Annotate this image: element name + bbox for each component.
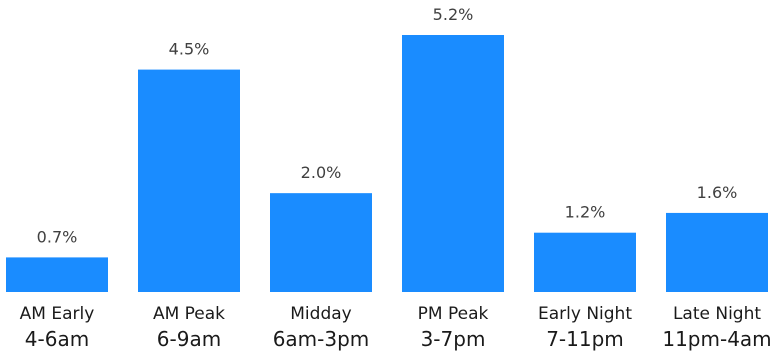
bar-value-label: 2.0% bbox=[301, 163, 342, 182]
bar-value-label: 0.7% bbox=[37, 227, 78, 246]
category-label: Midday bbox=[290, 304, 351, 324]
category-label: Early Night bbox=[538, 304, 632, 324]
category-label: AM Early bbox=[20, 304, 95, 324]
category-time-label: 6-9am bbox=[157, 327, 221, 351]
category-time-label: 7-11pm bbox=[546, 327, 624, 351]
bar-3 bbox=[270, 193, 372, 292]
category-time-label: 3-7pm bbox=[421, 327, 486, 351]
plot-area: 0.7% 4.5% 2.0% 5.2% 1.2% 1.6% bbox=[6, 5, 768, 292]
category-label: AM Peak bbox=[153, 304, 225, 324]
category-time-label: 11pm-4am bbox=[662, 327, 771, 351]
bar-1 bbox=[6, 257, 108, 292]
bar-4 bbox=[402, 35, 504, 292]
category-time-label: 6am-3pm bbox=[273, 327, 370, 351]
bar-value-label: 1.6% bbox=[697, 183, 738, 202]
bar-2 bbox=[138, 69, 240, 292]
bar-value-label: 5.2% bbox=[433, 5, 474, 24]
bar-6 bbox=[666, 212, 768, 292]
bar-value-label: 4.5% bbox=[169, 40, 210, 59]
bar-5 bbox=[534, 232, 636, 292]
category-label: Late Night bbox=[673, 304, 761, 324]
bar-value-label: 1.2% bbox=[565, 203, 606, 222]
category-axis: AM Early 4-6am AM Peak 6-9am Midday 6am-3pm PM… bbox=[20, 304, 772, 351]
category-label: PM Peak bbox=[418, 304, 489, 324]
category-time-label: 4-6am bbox=[25, 327, 89, 351]
